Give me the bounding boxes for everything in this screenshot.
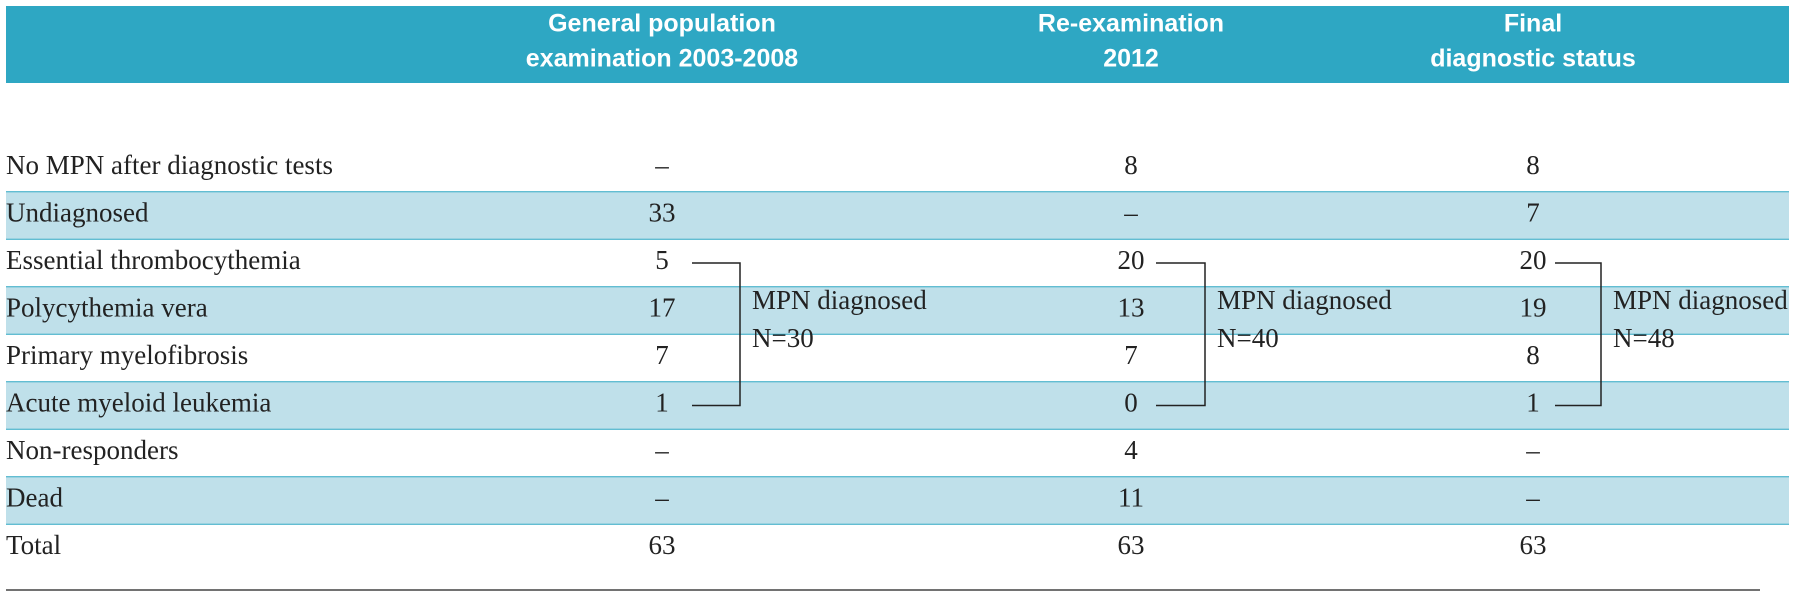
cell-value: 7: [1526, 198, 1540, 228]
bracket: [1555, 262, 1602, 407]
cell-value: 20: [1520, 245, 1547, 275]
row-label: Primary myelofibrosis: [6, 340, 248, 370]
cell-value: –: [654, 483, 669, 513]
cell-value: 4: [1124, 435, 1138, 465]
group-label: MPN diagnosed: [1613, 285, 1788, 315]
cell-value: 8: [1124, 150, 1138, 180]
cell-value: 20: [1118, 245, 1145, 275]
bracket: [1156, 262, 1206, 407]
cell-value: 63: [649, 530, 676, 560]
cell-value: 5: [655, 245, 669, 275]
cell-value: 17: [649, 293, 676, 323]
column-header: 2012: [1103, 45, 1159, 73]
cell-value: 1: [655, 388, 669, 418]
column-header: examination 2003-2008: [526, 45, 798, 73]
cell-value: 63: [1118, 530, 1145, 560]
row-stripe: [6, 191, 1789, 240]
row-label: Essential thrombocythemia: [6, 245, 301, 275]
cell-value: 8: [1526, 340, 1540, 370]
column-header: diagnostic status: [1430, 45, 1636, 73]
cell-value: –: [654, 150, 669, 180]
cell-value: –: [654, 435, 669, 465]
cell-value: –: [1123, 198, 1138, 228]
cell-value: 7: [655, 340, 669, 370]
group-count: N=40: [1217, 323, 1279, 353]
row-label: Total: [6, 530, 61, 560]
cell-value: 0: [1124, 388, 1138, 418]
row-stripe: [6, 286, 1789, 335]
cell-value: 19: [1520, 293, 1547, 323]
row-label: Non-responders: [6, 435, 178, 465]
group-label: MPN diagnosed: [1217, 285, 1392, 315]
group-count: N=48: [1613, 323, 1675, 353]
row-label: Acute myeloid leukemia: [6, 388, 271, 418]
cell-value: 33: [649, 198, 676, 228]
cell-value: 63: [1520, 530, 1547, 560]
column-header: General population: [548, 10, 776, 38]
row-stripe: [6, 381, 1789, 430]
cell-value: –: [1525, 435, 1540, 465]
bracket: [692, 262, 741, 407]
row-label: No MPN after diagnostic tests: [6, 150, 333, 180]
column-header: Re-examination: [1038, 10, 1224, 38]
column-header: Final: [1504, 10, 1562, 38]
group-label: MPN diagnosed: [752, 285, 927, 315]
cell-value: 7: [1124, 340, 1138, 370]
cell-value: 13: [1118, 293, 1145, 323]
cell-value: –: [1525, 483, 1540, 513]
cell-value: 11: [1118, 483, 1144, 513]
cell-value: 8: [1526, 150, 1540, 180]
row-label: Polycythemia vera: [6, 293, 208, 323]
group-count: N=30: [752, 323, 814, 353]
header-band: [6, 6, 1789, 83]
cell-value: 1: [1526, 388, 1540, 418]
row-label: Undiagnosed: [6, 198, 149, 228]
row-stripe: [6, 476, 1789, 525]
row-label: Dead: [6, 483, 63, 513]
